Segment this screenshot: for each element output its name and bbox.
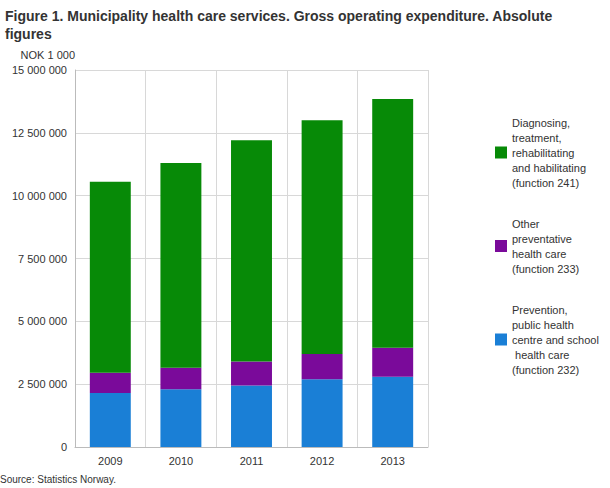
svg-text:health care: health care: [512, 349, 573, 361]
svg-text:5 000 000: 5 000 000: [18, 315, 67, 327]
svg-text:15 000 000: 15 000 000: [12, 64, 67, 76]
svg-text:(function 233): (function 233): [512, 263, 579, 275]
svg-text:(function 232): (function 232): [512, 364, 579, 376]
svg-text:Other: Other: [512, 218, 543, 230]
svg-text:treatment,: treatment,: [512, 132, 565, 144]
svg-text:(function 241): (function 241): [512, 177, 579, 189]
svg-text:10 000 000: 10 000 000: [12, 190, 67, 202]
svg-text:rehabilitating: rehabilitating: [512, 147, 577, 159]
svg-text:Source: Statistics Norway.: Source: Statistics Norway.: [0, 474, 116, 485]
svg-text:public health: public health: [512, 319, 577, 331]
svg-text:0: 0: [61, 441, 67, 453]
svg-text:health care: health care: [512, 248, 569, 260]
svg-text:2009: 2009: [98, 455, 122, 467]
svg-text:2013: 2013: [380, 455, 404, 467]
svg-text:preventative: preventative: [512, 233, 575, 245]
svg-text:2011: 2011: [240, 455, 264, 467]
svg-text:12 500 000: 12 500 000: [12, 127, 67, 139]
svg-text:Figure 1. Municipality health: Figure 1. Municipality health care servi…: [5, 8, 556, 24]
svg-text:figures: figures: [5, 26, 52, 42]
svg-text:2012: 2012: [310, 455, 334, 467]
svg-text:centre and school: centre and school: [512, 334, 599, 346]
svg-text:7 500 000: 7 500 000: [18, 253, 67, 265]
svg-text:Prevention,: Prevention,: [512, 304, 571, 316]
svg-text:Diagnosing,: Diagnosing,: [512, 117, 573, 129]
svg-text:2010: 2010: [169, 455, 193, 467]
svg-text:NOK 1 000: NOK 1 000: [21, 49, 75, 61]
svg-text:2 500 000: 2 500 000: [18, 378, 67, 390]
svg-text:and habilitating: and habilitating: [512, 162, 589, 174]
